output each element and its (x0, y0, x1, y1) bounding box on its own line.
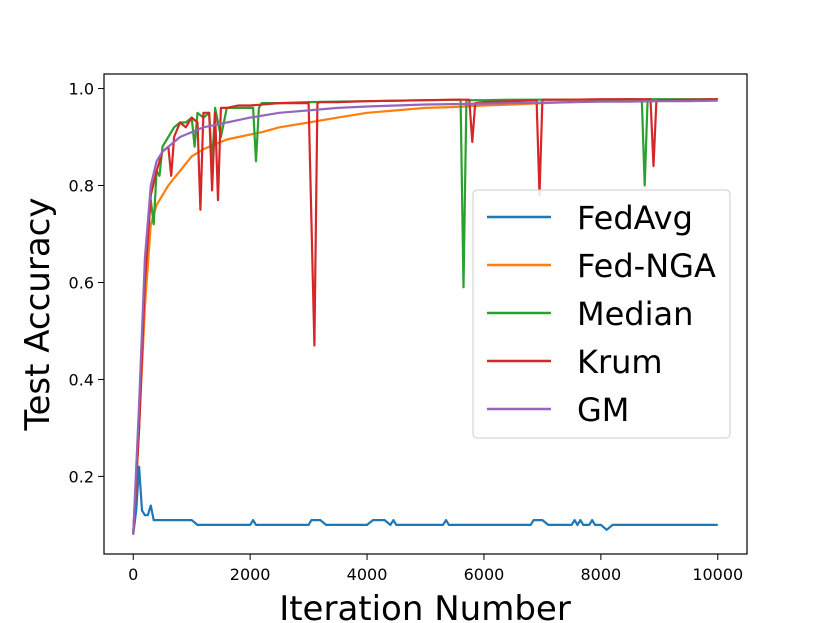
legend-label-fedavg: FedAvg (577, 199, 693, 237)
series-layer (132, 98, 718, 535)
y-axis-title: Test Accuracy (18, 198, 58, 432)
x-tick-label: 8000 (581, 565, 622, 584)
y-tick-label: 1.0 (69, 80, 94, 99)
x-tick-label: 6000 (464, 565, 505, 584)
series-line-gm (132, 99, 718, 535)
legend-label-krum: Krum (577, 343, 663, 381)
y-tick-label: 0.6 (69, 273, 94, 292)
legend-box (472, 189, 731, 439)
legend-label-median: Median (577, 295, 693, 333)
series-line-fedavg (132, 465, 718, 535)
legend-label-gm: GM (577, 391, 629, 429)
y-tick-label: 0.4 (69, 370, 94, 389)
y-axis: 0.2 0.4 0.6 0.8 1.0 (69, 80, 104, 486)
x-tick-label: 10000 (692, 565, 743, 584)
legend-label-fed-nga: Fed-NGA (577, 247, 716, 285)
x-axis: 0 2000 4000 6000 8000 10000 (128, 554, 743, 584)
y-tick-label: 0.2 (69, 467, 94, 486)
x-axis-title: Iteration Number (279, 589, 571, 623)
plot-frame (103, 73, 748, 555)
x-tick-label: 2000 (230, 565, 271, 584)
x-tick-label: 4000 (347, 565, 388, 584)
x-tick-label: 0 (128, 565, 138, 584)
y-tick-label: 0.8 (69, 177, 94, 196)
legend: FedAvg Fed-NGA Median Krum GM (472, 189, 731, 439)
series-line-krum (132, 98, 718, 535)
